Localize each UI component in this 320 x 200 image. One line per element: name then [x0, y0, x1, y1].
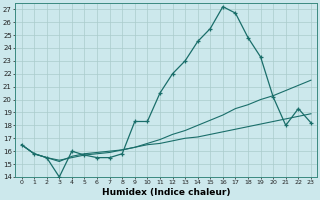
X-axis label: Humidex (Indice chaleur): Humidex (Indice chaleur) [102, 188, 230, 197]
